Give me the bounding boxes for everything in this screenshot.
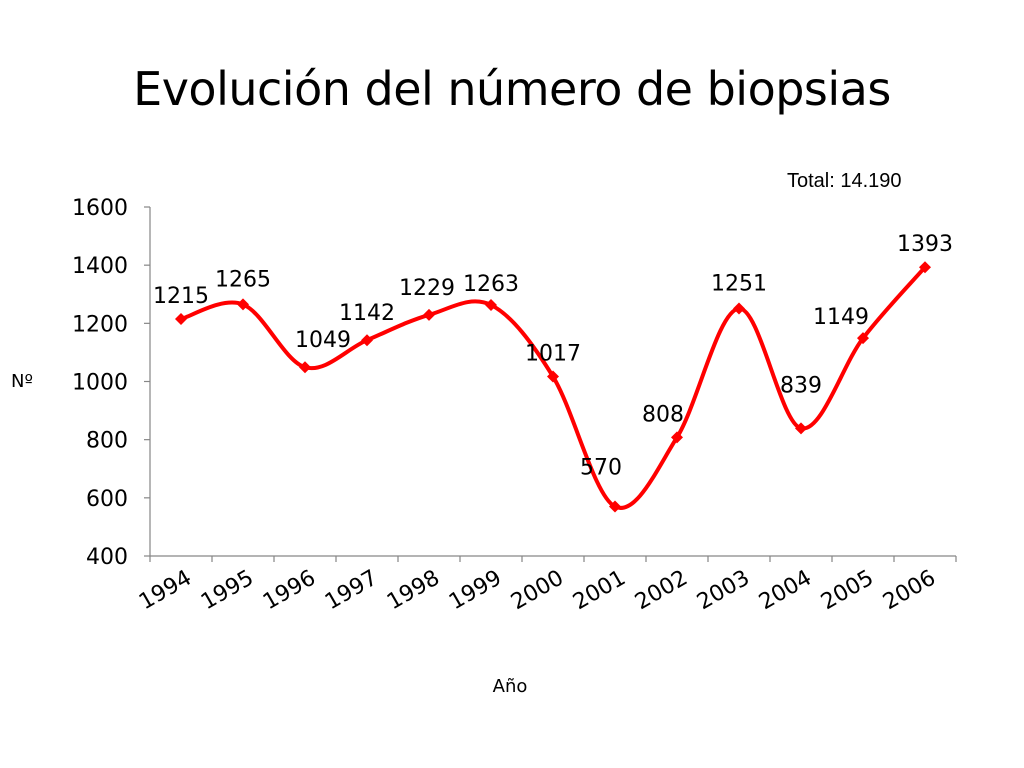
data-point-marker — [299, 361, 311, 374]
x-tick-label: 1994 — [135, 566, 196, 616]
x-tick-label: 2002 — [631, 566, 692, 616]
x-tick-label: 2000 — [507, 566, 568, 616]
data-point-marker — [237, 298, 249, 311]
x-tick-label: 2004 — [755, 566, 816, 616]
data-point-marker — [919, 261, 931, 274]
slide-title: Evolución del número de biopsias — [133, 62, 891, 116]
data-point-marker — [547, 370, 559, 383]
data-point-marker — [361, 334, 373, 347]
y-tick-label: 1000 — [72, 371, 128, 396]
x-tick-label: 2006 — [879, 566, 940, 616]
data-label: 1263 — [463, 272, 519, 297]
y-axis: 400 600 800 1000 1200 1400 1600 — [72, 196, 151, 570]
y-tick-label: 1400 — [72, 254, 128, 279]
x-tick-label: 2005 — [817, 566, 878, 616]
data-point-marker — [609, 500, 621, 513]
y-axis-label: Nº — [11, 371, 33, 392]
x-tick-label: 1997 — [321, 566, 382, 616]
data-label: 1229 — [399, 276, 455, 301]
data-label: 839 — [780, 373, 822, 398]
data-point-marker — [671, 431, 683, 444]
data-point-marker — [423, 308, 435, 321]
y-tick-label: 1200 — [72, 312, 128, 337]
data-label: 1265 — [215, 267, 271, 292]
y-tick-label: 600 — [86, 487, 128, 512]
y-tick-label: 400 — [86, 545, 128, 570]
x-tick-label: 2001 — [569, 566, 630, 616]
series — [175, 261, 931, 513]
data-label: 1149 — [813, 305, 869, 330]
data-label: 808 — [642, 402, 684, 427]
data-point-marker — [733, 302, 745, 315]
data-point-marker — [857, 332, 869, 345]
y-tick-label: 800 — [86, 429, 128, 454]
data-point-marker — [485, 299, 497, 312]
x-tick-label: 1998 — [383, 566, 444, 616]
data-label: 1017 — [525, 342, 581, 367]
x-tick-label: 1999 — [445, 566, 506, 616]
x-tick-label: 2003 — [693, 566, 754, 616]
data-label: 1049 — [295, 328, 351, 353]
x-axis-label: Año — [493, 676, 528, 697]
data-label: 1393 — [897, 232, 953, 257]
x-axis: 1994 1995 1996 1997 1998 1999 2000 2001 2002 2003… — [135, 555, 957, 616]
data-label: 1142 — [339, 301, 395, 326]
x-tick-label: 1995 — [197, 566, 258, 616]
y-tick-label: 1600 — [72, 196, 128, 221]
data-label: 1215 — [153, 284, 209, 309]
data-label: 570 — [580, 456, 622, 481]
total-note: Total: 14.190 — [787, 170, 902, 192]
data-point-marker — [795, 422, 807, 435]
data-point-marker — [175, 312, 187, 325]
data-label: 1251 — [711, 272, 767, 297]
x-tick-label: 1996 — [259, 566, 320, 616]
